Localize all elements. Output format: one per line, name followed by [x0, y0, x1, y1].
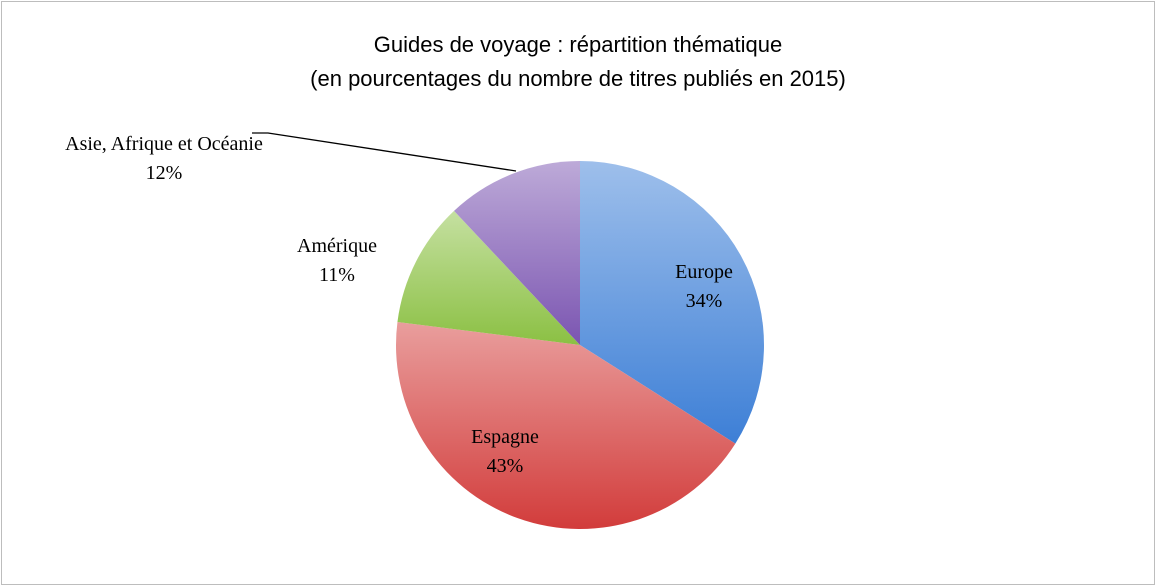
pie-slice — [454, 161, 580, 345]
slice-label-value: 43% — [486, 455, 524, 477]
chart-title: Guides de voyage : répartition thématiqu… — [373, 32, 783, 57]
slice-label: Amérique 11% — [257, 232, 417, 290]
leader-line — [252, 132, 517, 172]
slice-label-value: 34% — [685, 290, 723, 312]
pie-slice — [396, 321, 736, 530]
slice-label-value: 11% — [319, 264, 355, 286]
chart-subtitle: (en pourcentages du nombre de titres pub… — [310, 66, 846, 91]
pie-slice — [580, 161, 765, 444]
slice-label-name: Amérique — [297, 235, 377, 257]
slice-label: Asie, Afrique et Océanie 12% — [54, 130, 274, 188]
slice-label-name: Espagne — [471, 426, 539, 448]
pie-slice — [397, 210, 580, 345]
slice-label-value: 12% — [145, 162, 183, 184]
slice-label: Europe 34% — [624, 258, 784, 316]
slice-label-name: Europe — [675, 261, 733, 283]
slice-label: Espagne 43% — [425, 423, 585, 481]
slice-label-name: Asie, Afrique et Océanie — [65, 133, 263, 155]
